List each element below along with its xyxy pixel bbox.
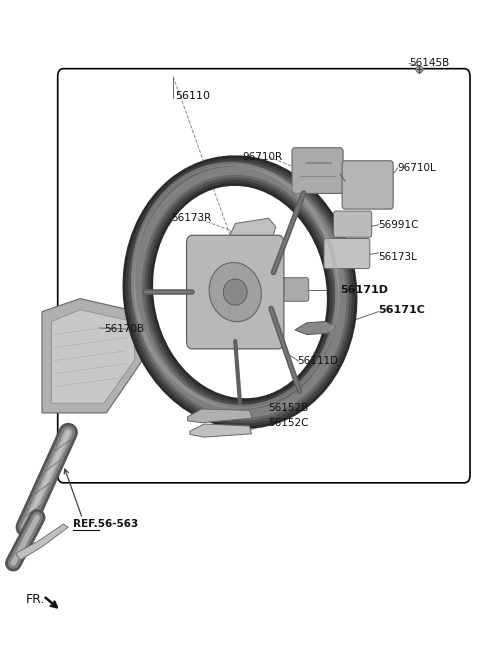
Polygon shape (228, 218, 276, 247)
Polygon shape (42, 298, 142, 413)
Text: 56173R: 56173R (171, 213, 211, 223)
Text: REF.56-563: REF.56-563 (73, 519, 138, 529)
Text: 56991C: 56991C (378, 220, 419, 230)
Polygon shape (16, 524, 68, 560)
Text: 56152B: 56152B (269, 403, 309, 413)
Text: 56152C: 56152C (269, 418, 309, 428)
Text: 56145B: 56145B (409, 58, 450, 68)
Text: FR.: FR. (25, 592, 45, 605)
Text: 56173L: 56173L (378, 253, 417, 262)
Text: 56170B: 56170B (104, 324, 144, 335)
Text: 96710R: 96710R (242, 152, 283, 162)
FancyBboxPatch shape (276, 277, 309, 301)
Ellipse shape (209, 262, 261, 321)
FancyBboxPatch shape (292, 148, 343, 194)
FancyBboxPatch shape (342, 161, 393, 209)
Polygon shape (188, 409, 252, 422)
Text: 96710L: 96710L (397, 163, 436, 173)
Text: 56111D: 56111D (297, 356, 338, 365)
Polygon shape (190, 424, 252, 437)
FancyBboxPatch shape (187, 236, 284, 349)
Polygon shape (51, 310, 135, 403)
Ellipse shape (223, 279, 247, 305)
FancyBboxPatch shape (334, 211, 372, 237)
Text: 56171D: 56171D (340, 285, 388, 295)
Polygon shape (295, 321, 336, 335)
FancyBboxPatch shape (324, 239, 370, 268)
Text: 56110: 56110 (175, 91, 210, 101)
Text: 56171C: 56171C (378, 305, 425, 316)
